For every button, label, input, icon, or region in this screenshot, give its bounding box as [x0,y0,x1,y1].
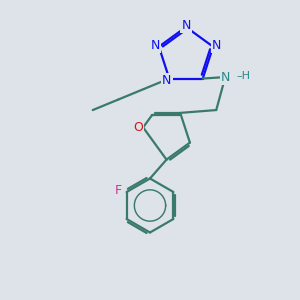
Text: N: N [162,74,172,88]
Text: N: N [212,39,221,52]
Text: F: F [115,184,122,197]
Text: –H: –H [237,71,251,81]
Text: O: O [133,121,142,134]
Text: N: N [181,19,191,32]
Text: N: N [220,70,230,84]
Text: N: N [151,39,160,52]
